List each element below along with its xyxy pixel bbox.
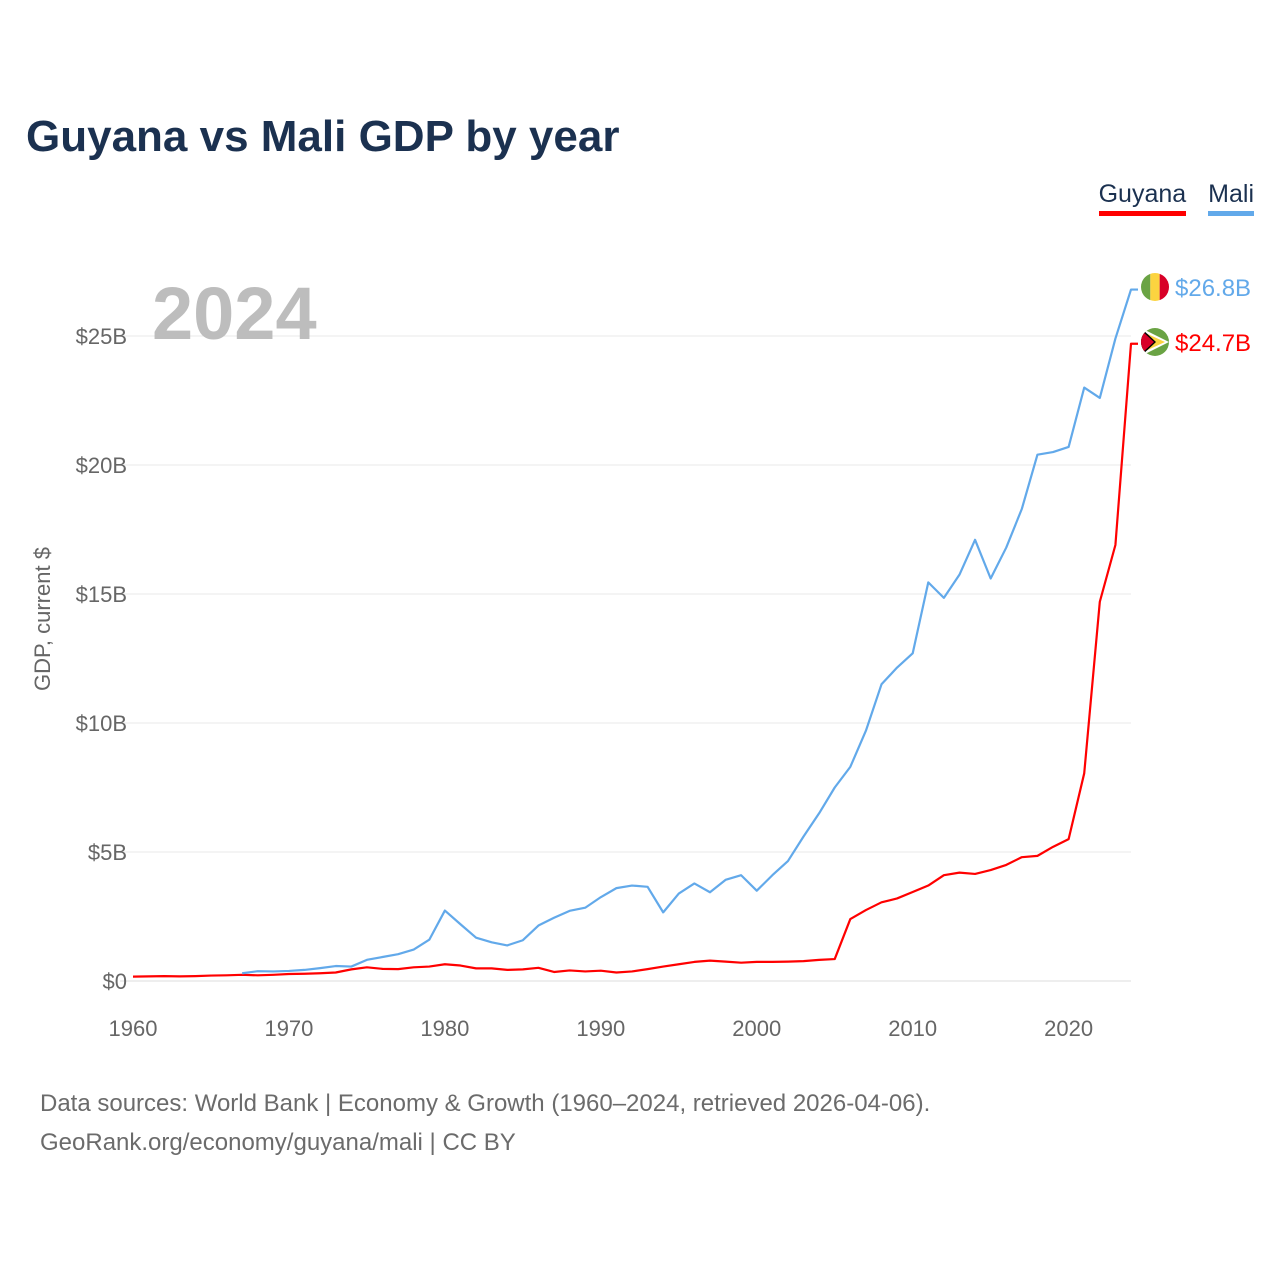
flag-guyana-icon (1141, 328, 1169, 356)
x-tick-label: 2010 (888, 1016, 937, 1041)
source-line-2[interactable]: GeoRank.org/economy/guyana/mali | CC BY (40, 1129, 516, 1156)
y-tick-label: $20B (76, 453, 127, 478)
x-tick-label: 1970 (264, 1016, 313, 1041)
legend-guyana[interactable]: Guyana (1098, 180, 1187, 216)
legend-mali[interactable]: Mali (1208, 180, 1254, 216)
flag-mali-icon (1141, 273, 1169, 301)
end-value-label-guyana: $24.7B (1175, 330, 1251, 357)
y-tick-label: $10B (76, 711, 127, 736)
legend: Guyana Mali (1098, 180, 1254, 216)
chart-title: Guyana vs Mali GDP by year (26, 112, 620, 161)
x-tick-label: 1960 (109, 1016, 158, 1041)
source-note: Data sources: World Bank | Economy & Gro… (40, 1084, 930, 1162)
y-tick-label: $0 (103, 969, 127, 994)
series-line-mali (242, 288, 1138, 975)
x-tick-label: 1990 (576, 1016, 625, 1041)
x-tick-label: 2000 (732, 1016, 781, 1041)
y-tick-label: $5B (88, 840, 127, 865)
y-tick-label: $25B (76, 324, 127, 349)
current-year-label: 2024 (152, 272, 317, 355)
y-tick-label: $15B (76, 582, 127, 607)
x-tick-label: 2020 (1044, 1016, 1093, 1041)
end-value-label-mali: $26.8B (1175, 275, 1251, 302)
source-line-1: Data sources: World Bank | Economy & Gro… (40, 1090, 931, 1117)
x-tick-label: 1980 (420, 1016, 469, 1041)
y-axis-label: GDP, current $ (30, 547, 55, 691)
series-line-guyana (132, 342, 1138, 978)
